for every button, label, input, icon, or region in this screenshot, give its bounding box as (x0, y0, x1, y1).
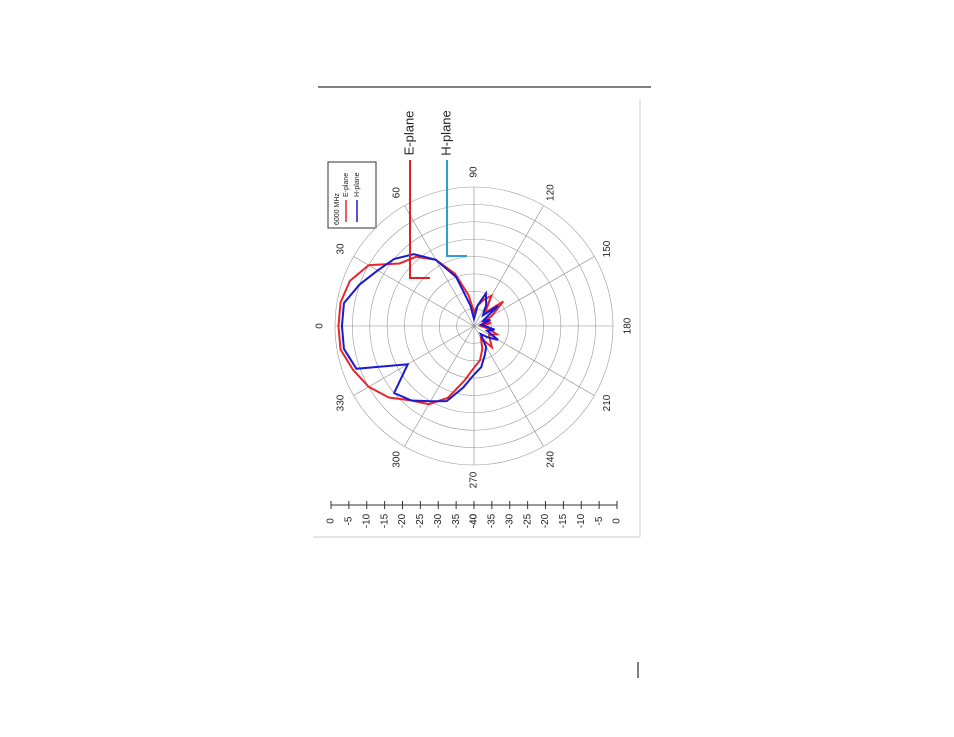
spoke (353, 256, 475, 327)
legend-box (327, 161, 377, 229)
annotation-line (409, 160, 430, 279)
angle-label: 30 (335, 243, 346, 255)
angle-label: 210 (602, 394, 613, 411)
r-tick-label: -5 (594, 516, 605, 525)
annotation-line (446, 160, 467, 257)
legend-title: 6000 MHz (334, 193, 341, 225)
r-tick-label: -15 (558, 513, 569, 528)
angle-label: 270 (469, 471, 480, 488)
r-tick-label: -30 (504, 513, 515, 528)
r-tick-label: -40 (469, 513, 480, 528)
r-tick-label: -40 (469, 513, 480, 528)
legend-label: E-plane (343, 173, 350, 197)
angle-label: 0 (315, 323, 326, 329)
angle-label: 180 (623, 317, 634, 334)
r-tick-label: -10 (576, 513, 587, 528)
r-tick-label: -35 (487, 513, 498, 528)
angle-label: 240 (546, 451, 557, 468)
angle-label: 60 (392, 187, 403, 199)
r-tick-label: -20 (397, 513, 408, 528)
r-tick-label: -25 (415, 513, 426, 528)
spoke (404, 205, 475, 327)
angle-label: 300 (392, 451, 403, 468)
r-tick-label: -5 (344, 516, 355, 525)
legend-label: H-plane (354, 172, 361, 197)
angle-label: 90 (469, 166, 480, 178)
angle-label: 330 (335, 394, 346, 411)
spoke (353, 325, 475, 396)
r-tick-label: -25 (522, 513, 533, 528)
annotation: H-plane (438, 110, 453, 156)
spoke (404, 325, 475, 447)
r-tick-label: -20 (540, 513, 551, 528)
series-line (340, 253, 499, 403)
spoke (473, 325, 595, 396)
r-tick-label: -15 (379, 513, 390, 528)
r-tick-label: 0 (612, 518, 623, 524)
r-tick-label: -10 (361, 513, 372, 528)
r-tick-label: 0 (326, 518, 337, 524)
angle-label: 120 (546, 184, 557, 201)
r-tick-label: -30 (433, 513, 444, 528)
angle-label: 150 (602, 240, 613, 257)
r-tick-label: -35 (451, 513, 462, 528)
annotation: E-plane (401, 111, 416, 156)
